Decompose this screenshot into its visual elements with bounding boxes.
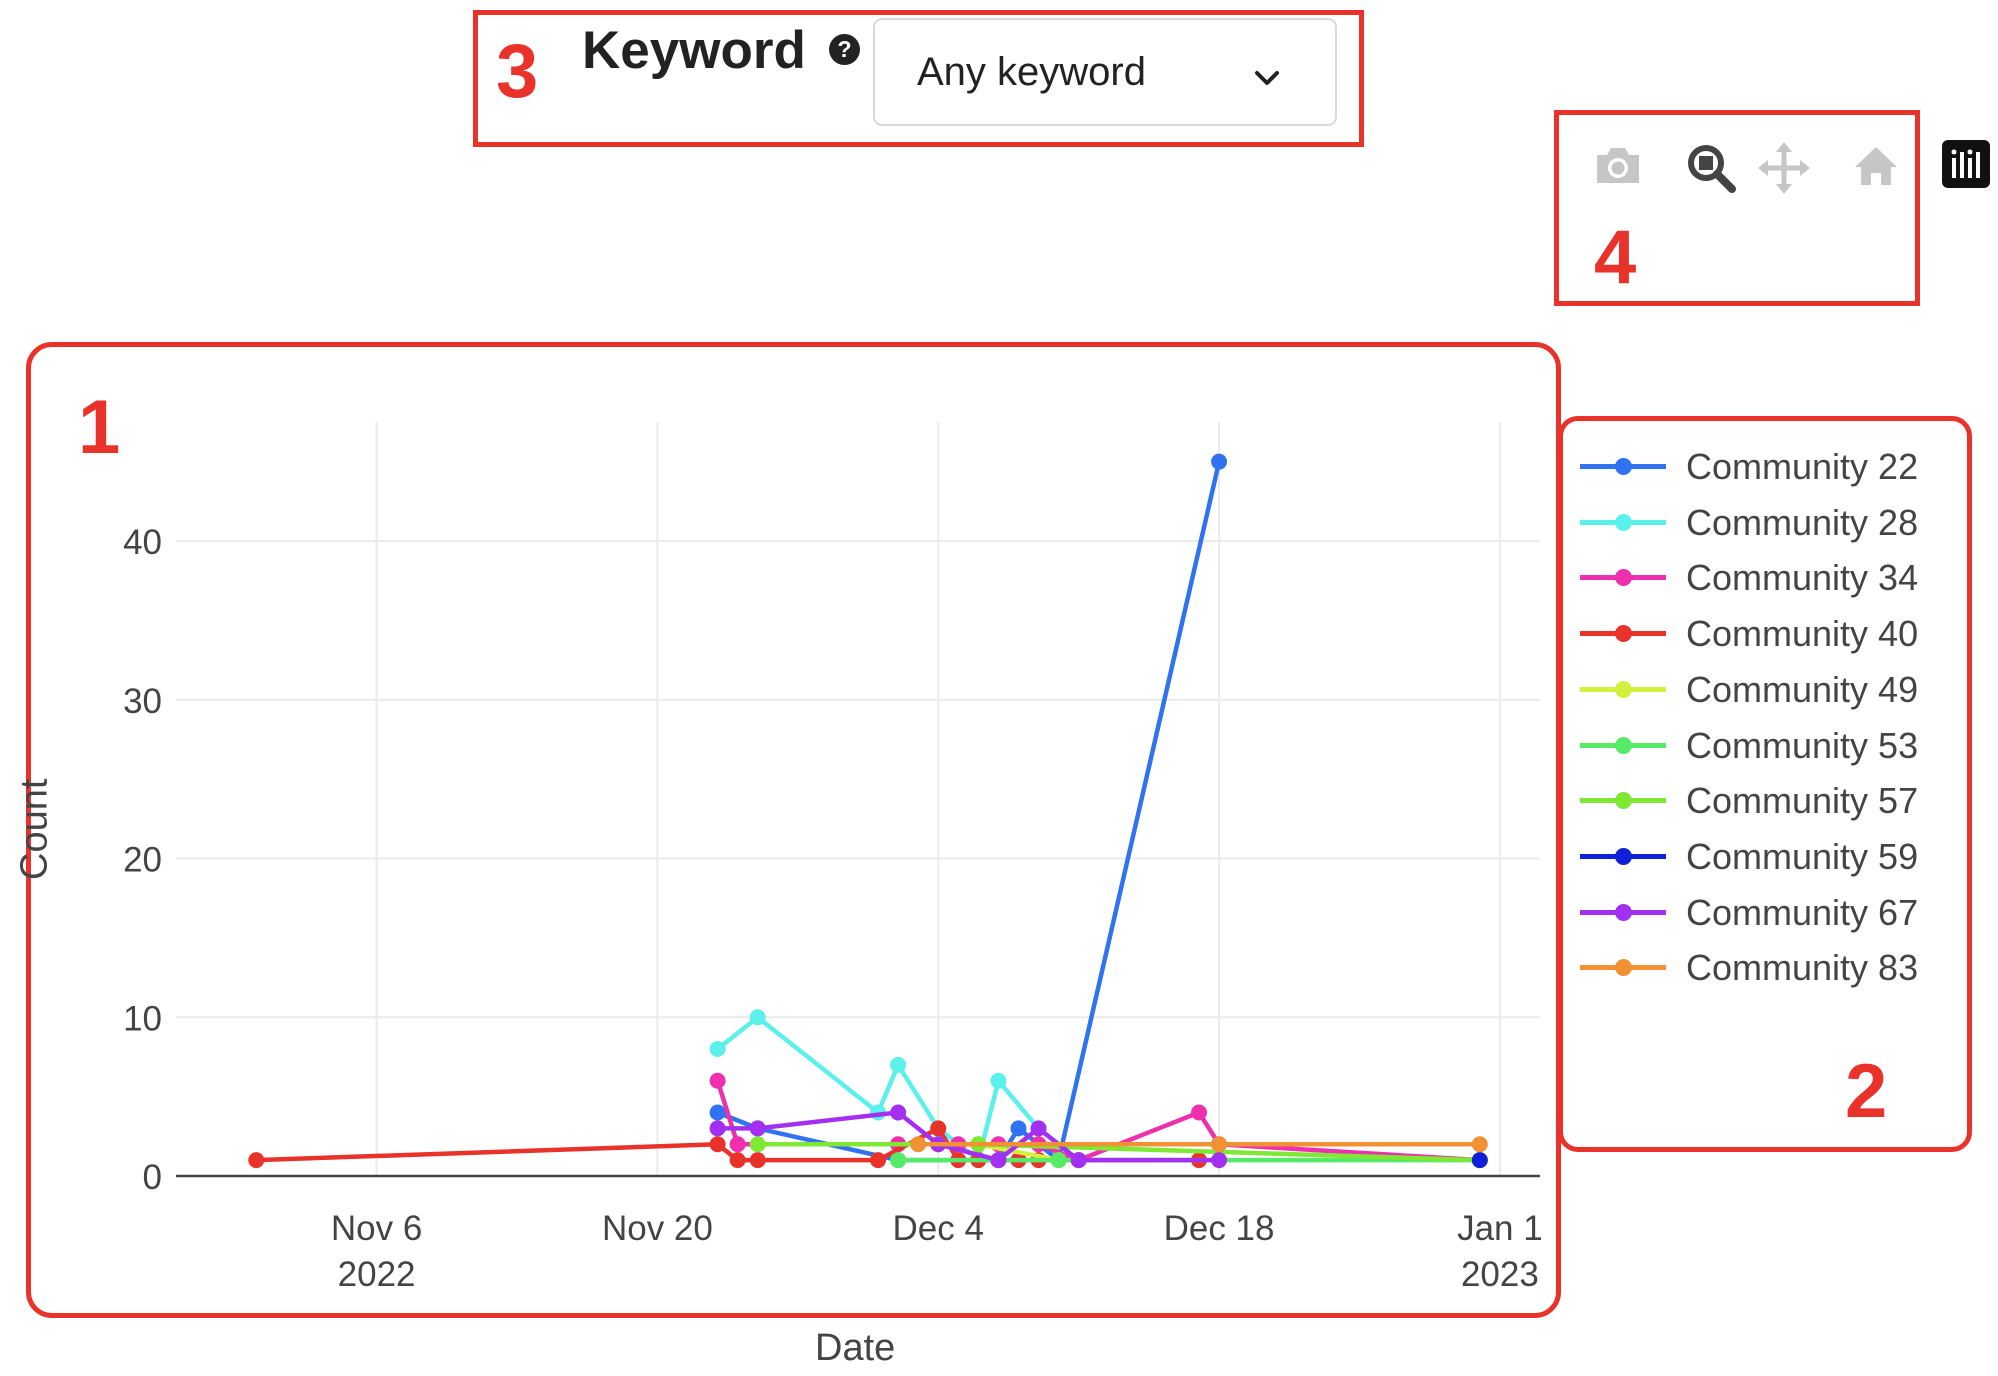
legend-label: Community 59	[1686, 835, 1919, 877]
legend-dot-swatch	[1615, 792, 1632, 810]
data-point[interactable]	[910, 1136, 927, 1153]
keyword-label: Keyword	[582, 21, 806, 80]
axis-ticks: 0 10 20 30 40 Nov 6 2022 Nov 20 Dec 4 Dec 18 Jan 1…	[123, 523, 1543, 1294]
legend-label: Community 53	[1686, 724, 1919, 766]
data-point[interactable]	[1010, 1120, 1027, 1137]
legend-dot-swatch	[1615, 458, 1632, 475]
legend-item[interactable]: Community 83	[1580, 939, 1960, 995]
data-point[interactable]	[1030, 1120, 1047, 1137]
keyword-dropdown[interactable]: Any keyword	[873, 18, 1337, 126]
legend-label: Community 49	[1686, 668, 1919, 710]
y-axis-title: Count	[13, 778, 56, 880]
x-tick-label: Dec 4	[893, 1209, 984, 1248]
legend-dot-swatch	[1615, 680, 1632, 698]
x-tick-label: Nov 20	[602, 1209, 713, 1248]
data-point[interactable]	[749, 1009, 766, 1026]
data-point[interactable]	[870, 1152, 887, 1169]
legend-item[interactable]: Community 59	[1580, 828, 1960, 884]
data-point[interactable]	[709, 1104, 726, 1121]
x-tick-label: Nov 6	[331, 1209, 422, 1248]
legend-dot-swatch	[1615, 569, 1632, 587]
y-tick-label: 30	[123, 682, 162, 721]
legend-item[interactable]: Community 40	[1580, 605, 1960, 661]
series-community-83	[910, 1136, 1488, 1153]
legend-dot-swatch	[1615, 959, 1632, 977]
data-point[interactable]	[1070, 1152, 1087, 1169]
home-icon[interactable]	[1853, 145, 1899, 187]
plot-marker: 1	[78, 385, 121, 470]
data-point[interactable]	[248, 1152, 265, 1169]
data-point[interactable]	[1050, 1152, 1067, 1169]
legend-dot-swatch	[1615, 736, 1632, 754]
chart-grid	[176, 422, 1540, 1178]
x-tick-label: Jan 1	[1457, 1209, 1543, 1248]
legend-item[interactable]: Community 57	[1580, 772, 1960, 828]
data-point[interactable]	[729, 1136, 746, 1153]
data-point[interactable]	[709, 1072, 726, 1089]
legend-item[interactable]: Community 28	[1580, 494, 1960, 550]
data-point[interactable]	[709, 1136, 726, 1153]
keyword-marker: 3	[496, 29, 539, 114]
y-tick-label: 10	[123, 999, 162, 1038]
data-point[interactable]	[709, 1041, 726, 1058]
y-tick-label: 0	[143, 1158, 162, 1197]
data-point[interactable]	[890, 1152, 907, 1169]
data-point[interactable]	[930, 1120, 947, 1137]
legend-marker: 2	[1845, 1049, 1888, 1134]
legend-label: Community 28	[1686, 501, 1919, 543]
legend-dot-swatch	[1615, 903, 1632, 921]
data-point[interactable]	[890, 1104, 907, 1121]
pan-icon[interactable]	[1758, 142, 1810, 194]
chevron-down-icon	[1255, 71, 1279, 85]
series-community-59	[1471, 1152, 1488, 1169]
data-point[interactable]	[749, 1152, 766, 1169]
data-point[interactable]	[1191, 1104, 1207, 1121]
legend-dot-swatch	[1615, 513, 1632, 531]
series-line	[717, 1110, 1220, 1163]
data-point[interactable]	[1211, 1136, 1228, 1153]
x-tick-year-label: 2023	[1461, 1255, 1539, 1294]
toolbar-highlight-box	[1554, 110, 1920, 306]
legend-label: Community 57	[1686, 780, 1919, 822]
legend-dot-swatch	[1615, 625, 1632, 643]
x-tick-label: Dec 18	[1164, 1209, 1275, 1248]
data-point[interactable]	[1211, 453, 1228, 470]
legend-label: Community 22	[1686, 446, 1919, 487]
data-point[interactable]	[709, 1120, 726, 1137]
legend-dot-swatch	[1615, 847, 1632, 865]
keyword-dropdown-value: Any keyword	[917, 50, 1146, 94]
y-tick-label: 20	[123, 841, 162, 880]
legend-highlight-box	[1558, 416, 1972, 1152]
data-point[interactable]	[1471, 1152, 1488, 1169]
legend-label: Community 40	[1686, 613, 1919, 655]
data-point[interactable]	[1211, 1152, 1228, 1169]
legend-item[interactable]: Community 67	[1580, 884, 1960, 940]
plot-highlight-box	[26, 342, 1561, 1318]
toolbar-marker: 4	[1594, 215, 1637, 300]
keyword-highlight-box	[473, 10, 1364, 147]
data-point[interactable]	[729, 1152, 746, 1169]
data-point[interactable]	[749, 1136, 766, 1153]
legend-item[interactable]: Community 34	[1580, 549, 1960, 605]
data-point[interactable]	[990, 1072, 1007, 1089]
legend-item[interactable]: Community 22	[1580, 438, 1960, 494]
data-point[interactable]	[749, 1120, 766, 1137]
x-tick-year-label: 2022	[338, 1255, 416, 1294]
legend-item[interactable]: Community 53	[1580, 717, 1960, 773]
data-point[interactable]	[890, 1056, 907, 1073]
data-point[interactable]	[990, 1152, 1007, 1169]
x-axis-title: Date	[815, 1327, 896, 1369]
chart-series	[248, 453, 1488, 1169]
legend-item[interactable]: Community 49	[1580, 661, 1960, 717]
plotly-logo-icon[interactable]	[1942, 140, 1990, 188]
camera-icon[interactable]	[1593, 145, 1643, 187]
legend-label: Community 67	[1686, 891, 1919, 933]
zoom-icon[interactable]	[1685, 142, 1737, 194]
question-circle-icon[interactable]: ?	[829, 34, 860, 65]
y-tick-label: 40	[123, 523, 162, 562]
legend-label: Community 83	[1686, 947, 1919, 989]
data-point[interactable]	[1471, 1136, 1488, 1153]
legend-label: Community 34	[1686, 557, 1919, 599]
